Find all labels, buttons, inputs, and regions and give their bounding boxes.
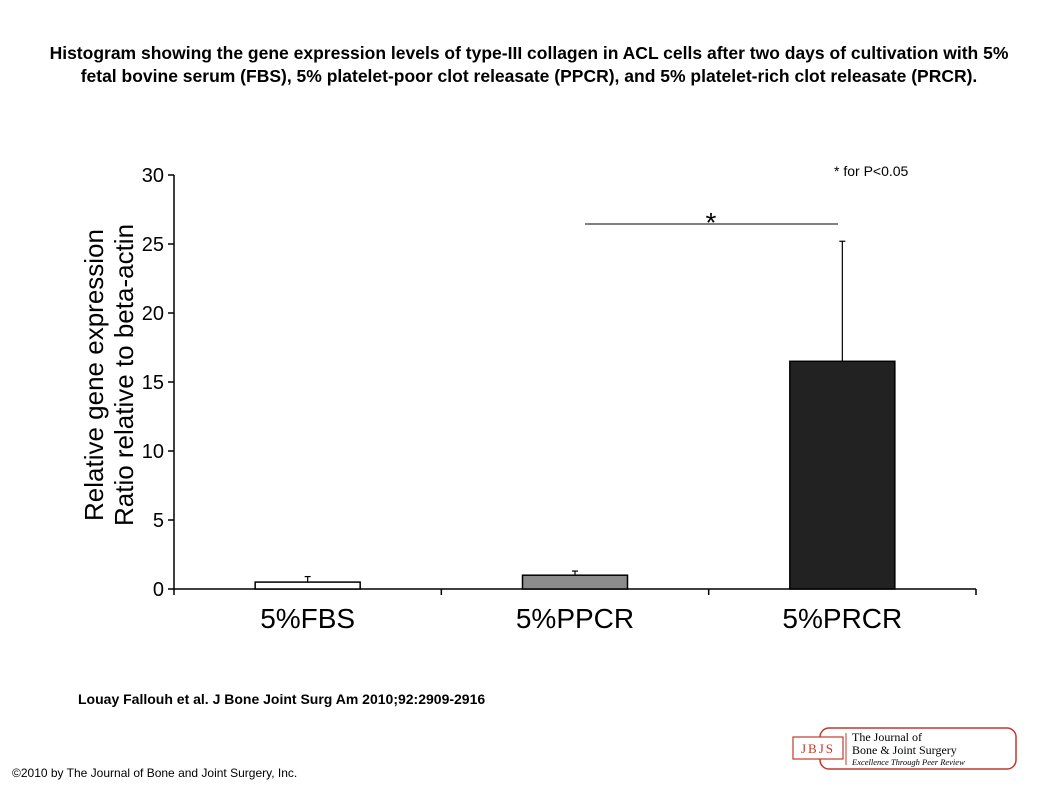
bar-5ppcr bbox=[521, 574, 629, 590]
y-axis-label-line2: Ratio relative to beta-actin bbox=[109, 224, 139, 526]
bar-5fbs bbox=[254, 581, 361, 590]
y-tick-label: 5 bbox=[153, 510, 164, 532]
jbjs-logo: JBJS The Journal of Bone & Joint Surgery… bbox=[792, 727, 1017, 770]
citation: Louay Fallouh et al. J Bone Joint Surg A… bbox=[78, 691, 486, 707]
y-axis-label: Relative gene expression Ratio relative … bbox=[79, 224, 139, 526]
x-ticks bbox=[173, 589, 977, 595]
significance-note: * for P<0.05 bbox=[834, 163, 909, 179]
error-bars bbox=[304, 240, 846, 583]
x-category-label: 5%PRCR bbox=[782, 603, 902, 634]
x-category-label: 5%PPCR bbox=[516, 603, 634, 634]
y-tick-label: 20 bbox=[142, 303, 164, 325]
bar-5prcr bbox=[789, 360, 896, 590]
copyright: ©2010 by The Journal of Bone and Joint S… bbox=[12, 766, 298, 780]
significance-marker: * bbox=[706, 207, 717, 238]
y-tick-label: 30 bbox=[142, 165, 164, 187]
logo-line3: Excellence Through Peer Review bbox=[851, 757, 965, 767]
x-labels: 5%FBS 5%PPCR 5%PRCR bbox=[260, 603, 902, 634]
y-axis-label-line1: Relative gene expression bbox=[79, 229, 109, 521]
logo-monogram-box bbox=[792, 736, 844, 760]
y-tick-label: 15 bbox=[142, 372, 164, 394]
logo-line2: Bone & Joint Surgery bbox=[852, 743, 957, 757]
y-tick-label: 10 bbox=[142, 441, 164, 463]
logo-monogram: JBJS bbox=[801, 741, 835, 756]
logo-line1: The Journal of bbox=[852, 730, 922, 744]
figure-title: Histogram showing the gene expression le… bbox=[49, 43, 1009, 86]
y-tick-label: 0 bbox=[153, 579, 164, 601]
y-ticks: 0 5 10 15 20 25 30 bbox=[142, 165, 174, 601]
bars bbox=[254, 360, 896, 590]
x-category-label: 5%FBS bbox=[260, 603, 355, 634]
y-tick-label: 25 bbox=[142, 234, 164, 256]
